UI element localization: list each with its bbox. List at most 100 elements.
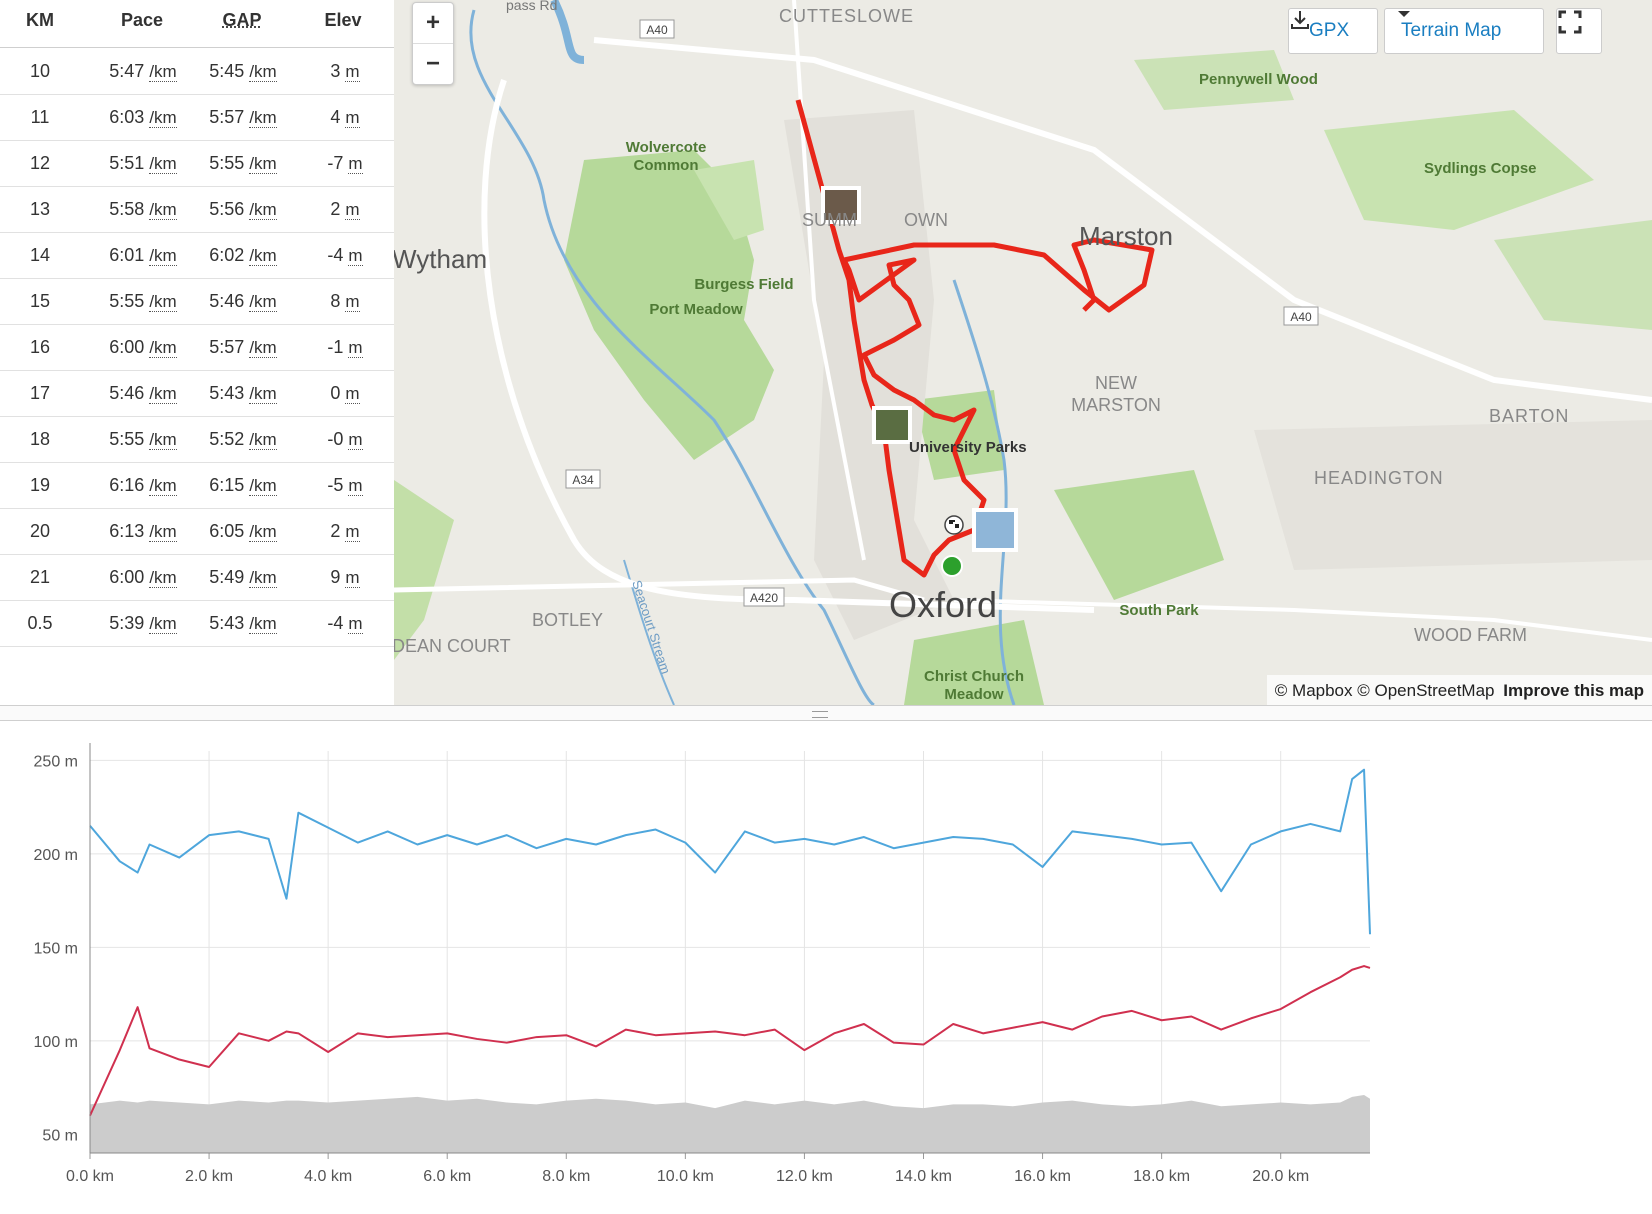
- split-row[interactable]: 16 6:00 /km 5:57 /km -1 m: [0, 324, 394, 371]
- y-tick-label: 100 m: [34, 1034, 78, 1051]
- split-row[interactable]: 15 5:55 /km 5:46 /km 8 m: [0, 278, 394, 325]
- river-cherwell: [952, 279, 1016, 705]
- fullscreen-button[interactable]: [1556, 8, 1602, 54]
- gap-unit: /km: [249, 62, 277, 82]
- x-tick-label: 20.0 km: [1252, 1168, 1309, 1185]
- banbury-road: [792, 0, 866, 561]
- split-row[interactable]: 11 6:03 /km 5:57 /km 4 m: [0, 94, 394, 141]
- split-row[interactable]: 0.5 5:39 /km 5:43 /km -4 m: [0, 600, 394, 647]
- east-woods: [1494, 220, 1652, 330]
- zoom-in-button[interactable]: +: [413, 3, 453, 44]
- label-christ-church-1: Christ Church: [924, 668, 1024, 685]
- split-pace: 5:55 /km: [98, 429, 188, 450]
- resize-divider[interactable]: [0, 705, 1652, 721]
- split-pace: 6:01 /km: [98, 245, 188, 266]
- split-row[interactable]: 21 6:00 /km 5:49 /km 9 m: [0, 554, 394, 601]
- split-row[interactable]: 20 6:13 /km 6:05 /km 2 m: [0, 508, 394, 555]
- svg-text:A40: A40: [646, 23, 668, 37]
- split-elev-value: 9: [330, 567, 341, 587]
- elev-unit: m: [348, 154, 363, 174]
- split-pace: 6:00 /km: [98, 337, 188, 358]
- split-km: 15: [29, 291, 51, 311]
- a40-shield-2: A40: [1283, 306, 1319, 326]
- split-gap-value: 5:46: [209, 291, 245, 311]
- svg-text:A420: A420: [750, 591, 778, 605]
- y-tick-label: 150 m: [34, 940, 78, 957]
- split-gap-value: 5:52: [209, 429, 245, 449]
- elev-unit: m: [348, 430, 363, 450]
- split-gap: 5:45 /km: [198, 61, 288, 82]
- pace-unit: /km: [149, 384, 177, 404]
- river-thames: [469, 9, 875, 705]
- split-elev: -0 m: [305, 429, 385, 450]
- label-wood-farm: WOOD FARM: [1414, 625, 1527, 645]
- drag-handle-icon[interactable]: [812, 711, 828, 718]
- gap-unit: /km: [249, 522, 277, 542]
- gap-unit: /km: [249, 430, 277, 450]
- label-summertown-a: SUMM: [802, 210, 857, 230]
- split-pace-value: 5:55: [109, 429, 145, 449]
- elev-unit: m: [345, 522, 360, 542]
- split-pace-value: 6:00: [109, 337, 145, 357]
- split-row[interactable]: 13 5:58 /km 5:56 /km 2 m: [0, 186, 394, 233]
- split-row[interactable]: 12 5:51 /km 5:55 /km -7 m: [0, 140, 394, 187]
- split-pace-value: 6:13: [109, 521, 145, 541]
- elev-unit: m: [348, 476, 363, 496]
- splits-table: KM Pace GAP Elev 10 5:47 /km 5:45 /km 3 m 11…: [0, 0, 395, 705]
- a40-road: [593, 37, 1652, 403]
- south-park-area: [1054, 470, 1224, 600]
- gpx-label: GPX: [1309, 20, 1350, 41]
- x-tick-label: 18.0 km: [1133, 1168, 1190, 1185]
- split-gap: 5:43 /km: [198, 383, 288, 404]
- elev-unit: m: [348, 338, 363, 358]
- split-row[interactable]: 19 6:16 /km 6:15 /km -5 m: [0, 462, 394, 509]
- improve-map-link[interactable]: Improve this map: [1503, 681, 1644, 700]
- gap-unit: /km: [249, 246, 277, 266]
- a34-shield: A34: [565, 469, 601, 489]
- route-map[interactable]: A40 A40 A34 A420 pass Rd CUTTESLOWE Penn…: [394, 0, 1652, 705]
- a40-shield-1: A40: [639, 19, 675, 39]
- split-row[interactable]: 10 5:47 /km 5:45 /km 3 m: [0, 48, 394, 95]
- headington-urban: [1254, 420, 1652, 570]
- gap-unit: /km: [249, 476, 277, 496]
- download-icon: [1291, 11, 1309, 29]
- start-marker-icon[interactable]: [941, 555, 963, 577]
- split-pace: 6:16 /km: [98, 475, 188, 496]
- header-pace: Pace: [120, 10, 164, 30]
- split-elev-value: 0: [330, 383, 341, 403]
- split-gap-value: 5:45: [209, 61, 245, 81]
- pace-unit: /km: [149, 614, 177, 634]
- x-tick-label: 2.0 km: [185, 1168, 233, 1185]
- split-row[interactable]: 18 5:55 /km 5:52 /km -0 m: [0, 416, 394, 463]
- split-km: 21: [29, 567, 51, 587]
- label-barton: BARTON: [1489, 406, 1569, 426]
- split-km: 0.5: [27, 613, 53, 633]
- map-type-dropdown[interactable]: Terrain Map: [1384, 8, 1544, 54]
- split-gap: 6:15 /km: [198, 475, 288, 496]
- route-line: [795, 99, 1155, 578]
- split-gap-value: 5:57: [209, 337, 245, 357]
- label-pennywell: Pennywell Wood: [1199, 71, 1318, 88]
- finish-flag-icon[interactable]: [944, 515, 964, 535]
- split-row[interactable]: 17 5:46 /km 5:43 /km 0 m: [0, 370, 394, 417]
- split-elev-value: 3: [330, 61, 341, 81]
- split-gap: 5:55 /km: [198, 153, 288, 174]
- x-tick-label: 6.0 km: [423, 1168, 471, 1185]
- split-pace-value: 5:55: [109, 291, 145, 311]
- split-pace-value: 5:46: [109, 383, 145, 403]
- gpx-download-button[interactable]: GPX: [1288, 8, 1378, 54]
- label-wolvercote-2: Common: [634, 157, 699, 174]
- split-pace: 6:00 /km: [98, 567, 188, 588]
- pace-elevation-chart: 250 m 200 m 150 m 100 m 50 m 0.0 km 2.0 km 4.0 …: [0, 721, 1652, 1209]
- label-south-park: South Park: [1119, 602, 1199, 619]
- zoom-out-button[interactable]: −: [425, 50, 440, 77]
- x-tick-label: 4.0 km: [304, 1168, 352, 1185]
- map-canvas[interactable]: A40 A40 A34 A420 pass Rd CUTTESLOWE Penn…: [394, 0, 1652, 705]
- split-elev-value: 4: [330, 107, 341, 127]
- split-row[interactable]: 14 6:01 /km 6:02 /km -4 m: [0, 232, 394, 279]
- gap-line: [89, 965, 1371, 1117]
- split-elev: 4 m: [305, 107, 385, 128]
- split-gap-value: 5:43: [209, 383, 245, 403]
- split-pace: 6:03 /km: [98, 107, 188, 128]
- split-gap-value: 5:56: [209, 199, 245, 219]
